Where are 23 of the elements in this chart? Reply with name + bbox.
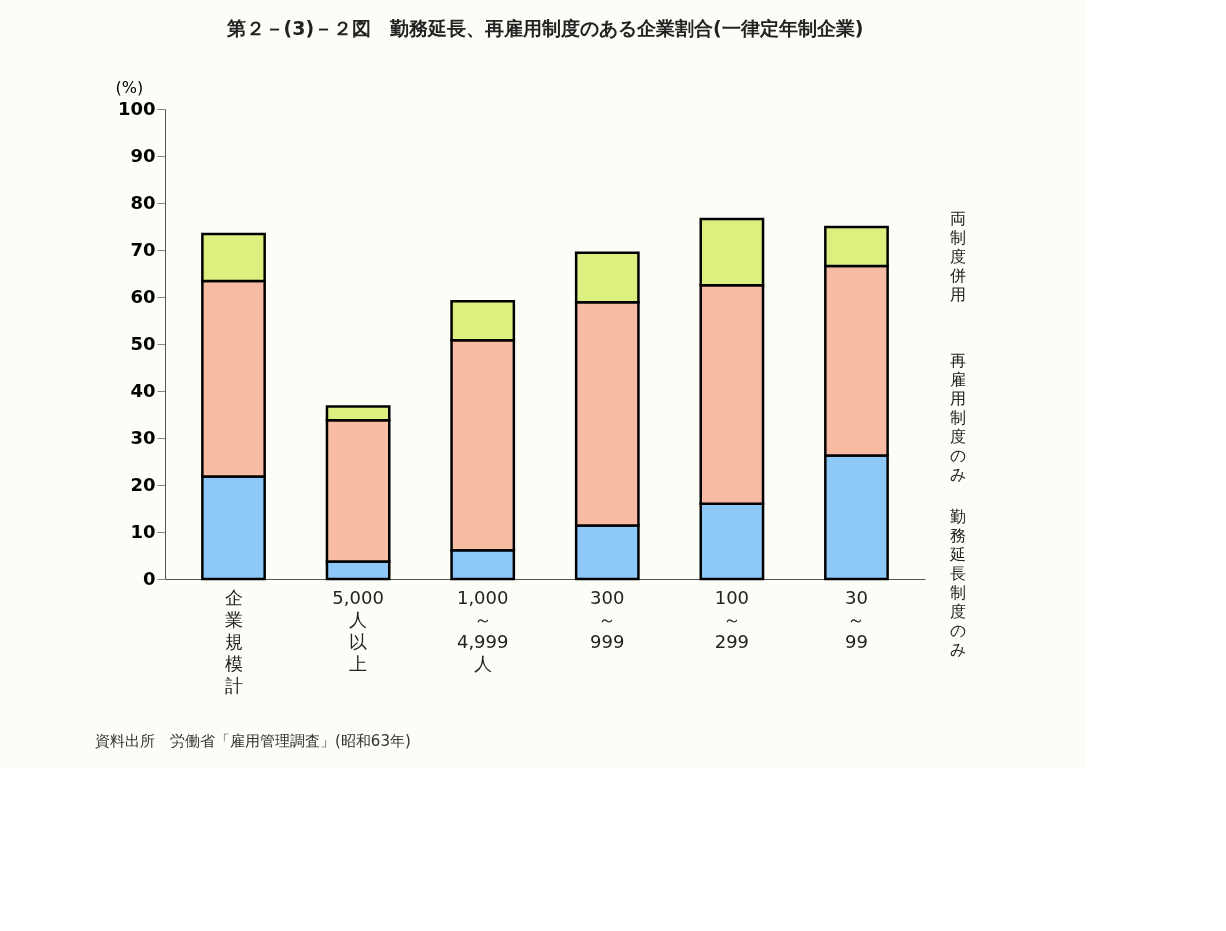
x-tick-label: 30～99 (845, 586, 868, 652)
x-tick-label: 5,000人以上 (332, 586, 384, 674)
y-tick-label: 90 (130, 144, 156, 166)
y-tick-label: 80 (130, 191, 156, 213)
y-tick-label: 10 (130, 520, 156, 542)
y-tick-label: 20 (130, 473, 156, 495)
text: 資料出所 労働省「雇用管理調査」(昭和63年) (95, 732, 411, 750)
x-tick-label: 企業規模計 (224, 586, 243, 696)
y-tick-label: 100 (117, 97, 156, 119)
y-tick-label: 0 (142, 567, 156, 589)
y-tick-label: 40 (130, 379, 156, 401)
y-tick-label: 50 (130, 332, 156, 354)
y-tick-label: 70 (130, 238, 156, 260)
x-tick-label: 100～299 (714, 586, 750, 652)
y-axis-title: (%) (115, 77, 144, 97)
x-tick-label: 300～999 (590, 586, 625, 652)
y-tick-label: 60 (130, 285, 156, 307)
x-tick-label: 1,000～4,999人 (456, 586, 509, 674)
y-tick-label: 30 (130, 426, 156, 448)
text: 両制度併用 (949, 208, 966, 304)
text: 再雇用制度のみ (950, 350, 966, 484)
chart-title: 第２－(3)－２図 勤務延長、再雇用制度のある企業割合(一律定年制企業) (225, 17, 864, 39)
text: 勤務延長制度のみ (949, 507, 966, 660)
